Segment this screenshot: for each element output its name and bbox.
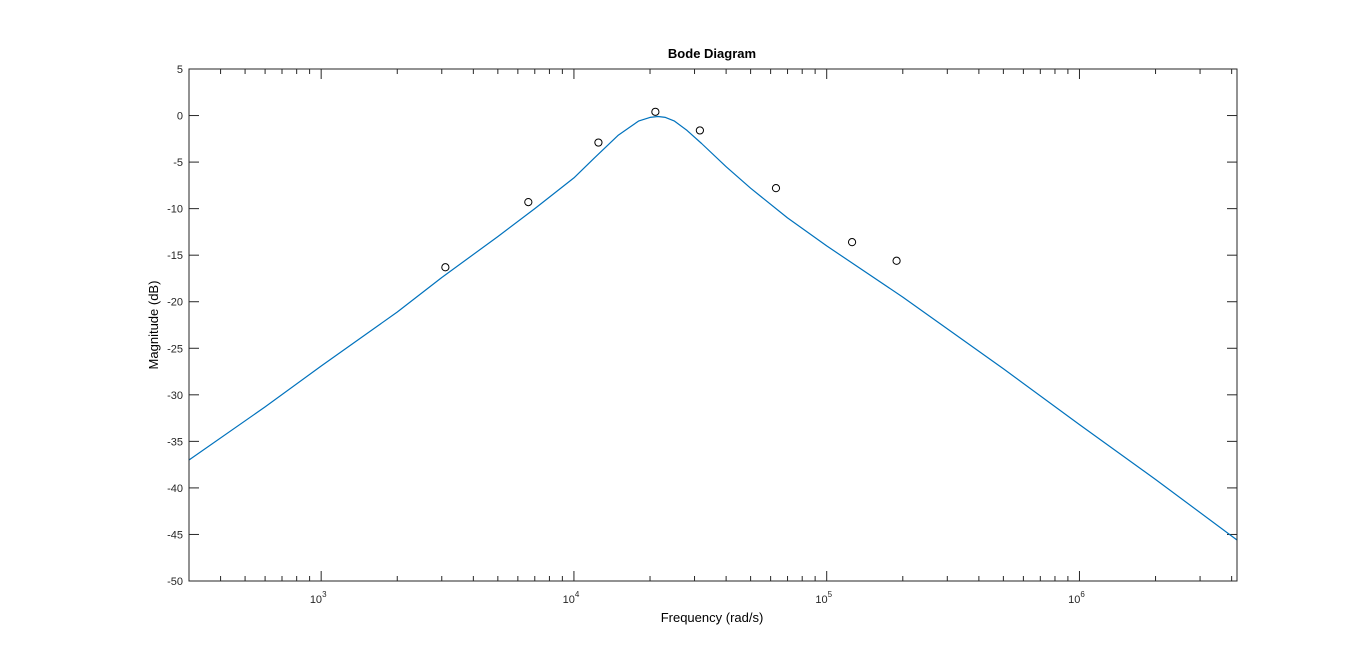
measured-data-point: [524, 198, 533, 207]
x-tick-label: 105: [815, 590, 832, 606]
y-axis-label: Magnitude (dB): [146, 281, 161, 370]
measured-data-point: [441, 263, 450, 272]
magnitude-response-line: [189, 115, 1237, 541]
plot-frame: [188, 68, 1238, 582]
y-tick-label: -5: [173, 157, 183, 169]
x-tick-label: 106: [1068, 590, 1085, 606]
y-tick-label: -45: [167, 529, 183, 541]
measured-data-point: [892, 256, 901, 265]
measured-data-point: [695, 126, 704, 135]
chart-title: Bode Diagram: [668, 46, 756, 61]
y-tick-label: 5: [177, 64, 183, 76]
x-tick-label: 103: [310, 590, 327, 606]
y-tick-label: -25: [167, 343, 183, 355]
x-tick-base: 10: [1068, 594, 1080, 606]
x-axis-label: Frequency (rad/s): [661, 610, 764, 625]
series-layer: [189, 107, 1237, 541]
measured-data-point: [594, 138, 603, 147]
x-tick-exponent: 6: [1080, 590, 1085, 599]
measured-data-point: [771, 184, 781, 193]
y-tick-label: -30: [167, 390, 183, 402]
y-tick-label: -20: [167, 297, 183, 309]
y-tick-label: -40: [167, 483, 183, 495]
y-tick-label: -35: [167, 436, 183, 448]
x-tick-exponent: 5: [828, 590, 833, 599]
x-tick-label: 104: [563, 590, 580, 606]
measured-data-point: [651, 107, 660, 116]
x-tick-base: 10: [815, 594, 827, 606]
measured-data-point: [847, 238, 857, 247]
x-tick-base: 10: [310, 594, 322, 606]
y-tick-labels: 5 0 -5 -10 -15 -20 -25 -30 -35 -40 -45 -50: [167, 64, 183, 588]
x-tick-base: 10: [563, 594, 575, 606]
y-tick-label: -50: [167, 576, 183, 588]
x-tick-labels: 103 104 105 106: [310, 590, 1086, 606]
plot-area: [189, 69, 1237, 581]
minor-ticks: [188, 69, 1233, 581]
y-tick-label: -10: [167, 204, 183, 216]
x-tick-exponent: 3: [322, 590, 327, 599]
x-tick-exponent: 4: [575, 590, 580, 599]
y-tick-label: -15: [167, 250, 183, 262]
y-tick-label: 0: [177, 111, 183, 123]
